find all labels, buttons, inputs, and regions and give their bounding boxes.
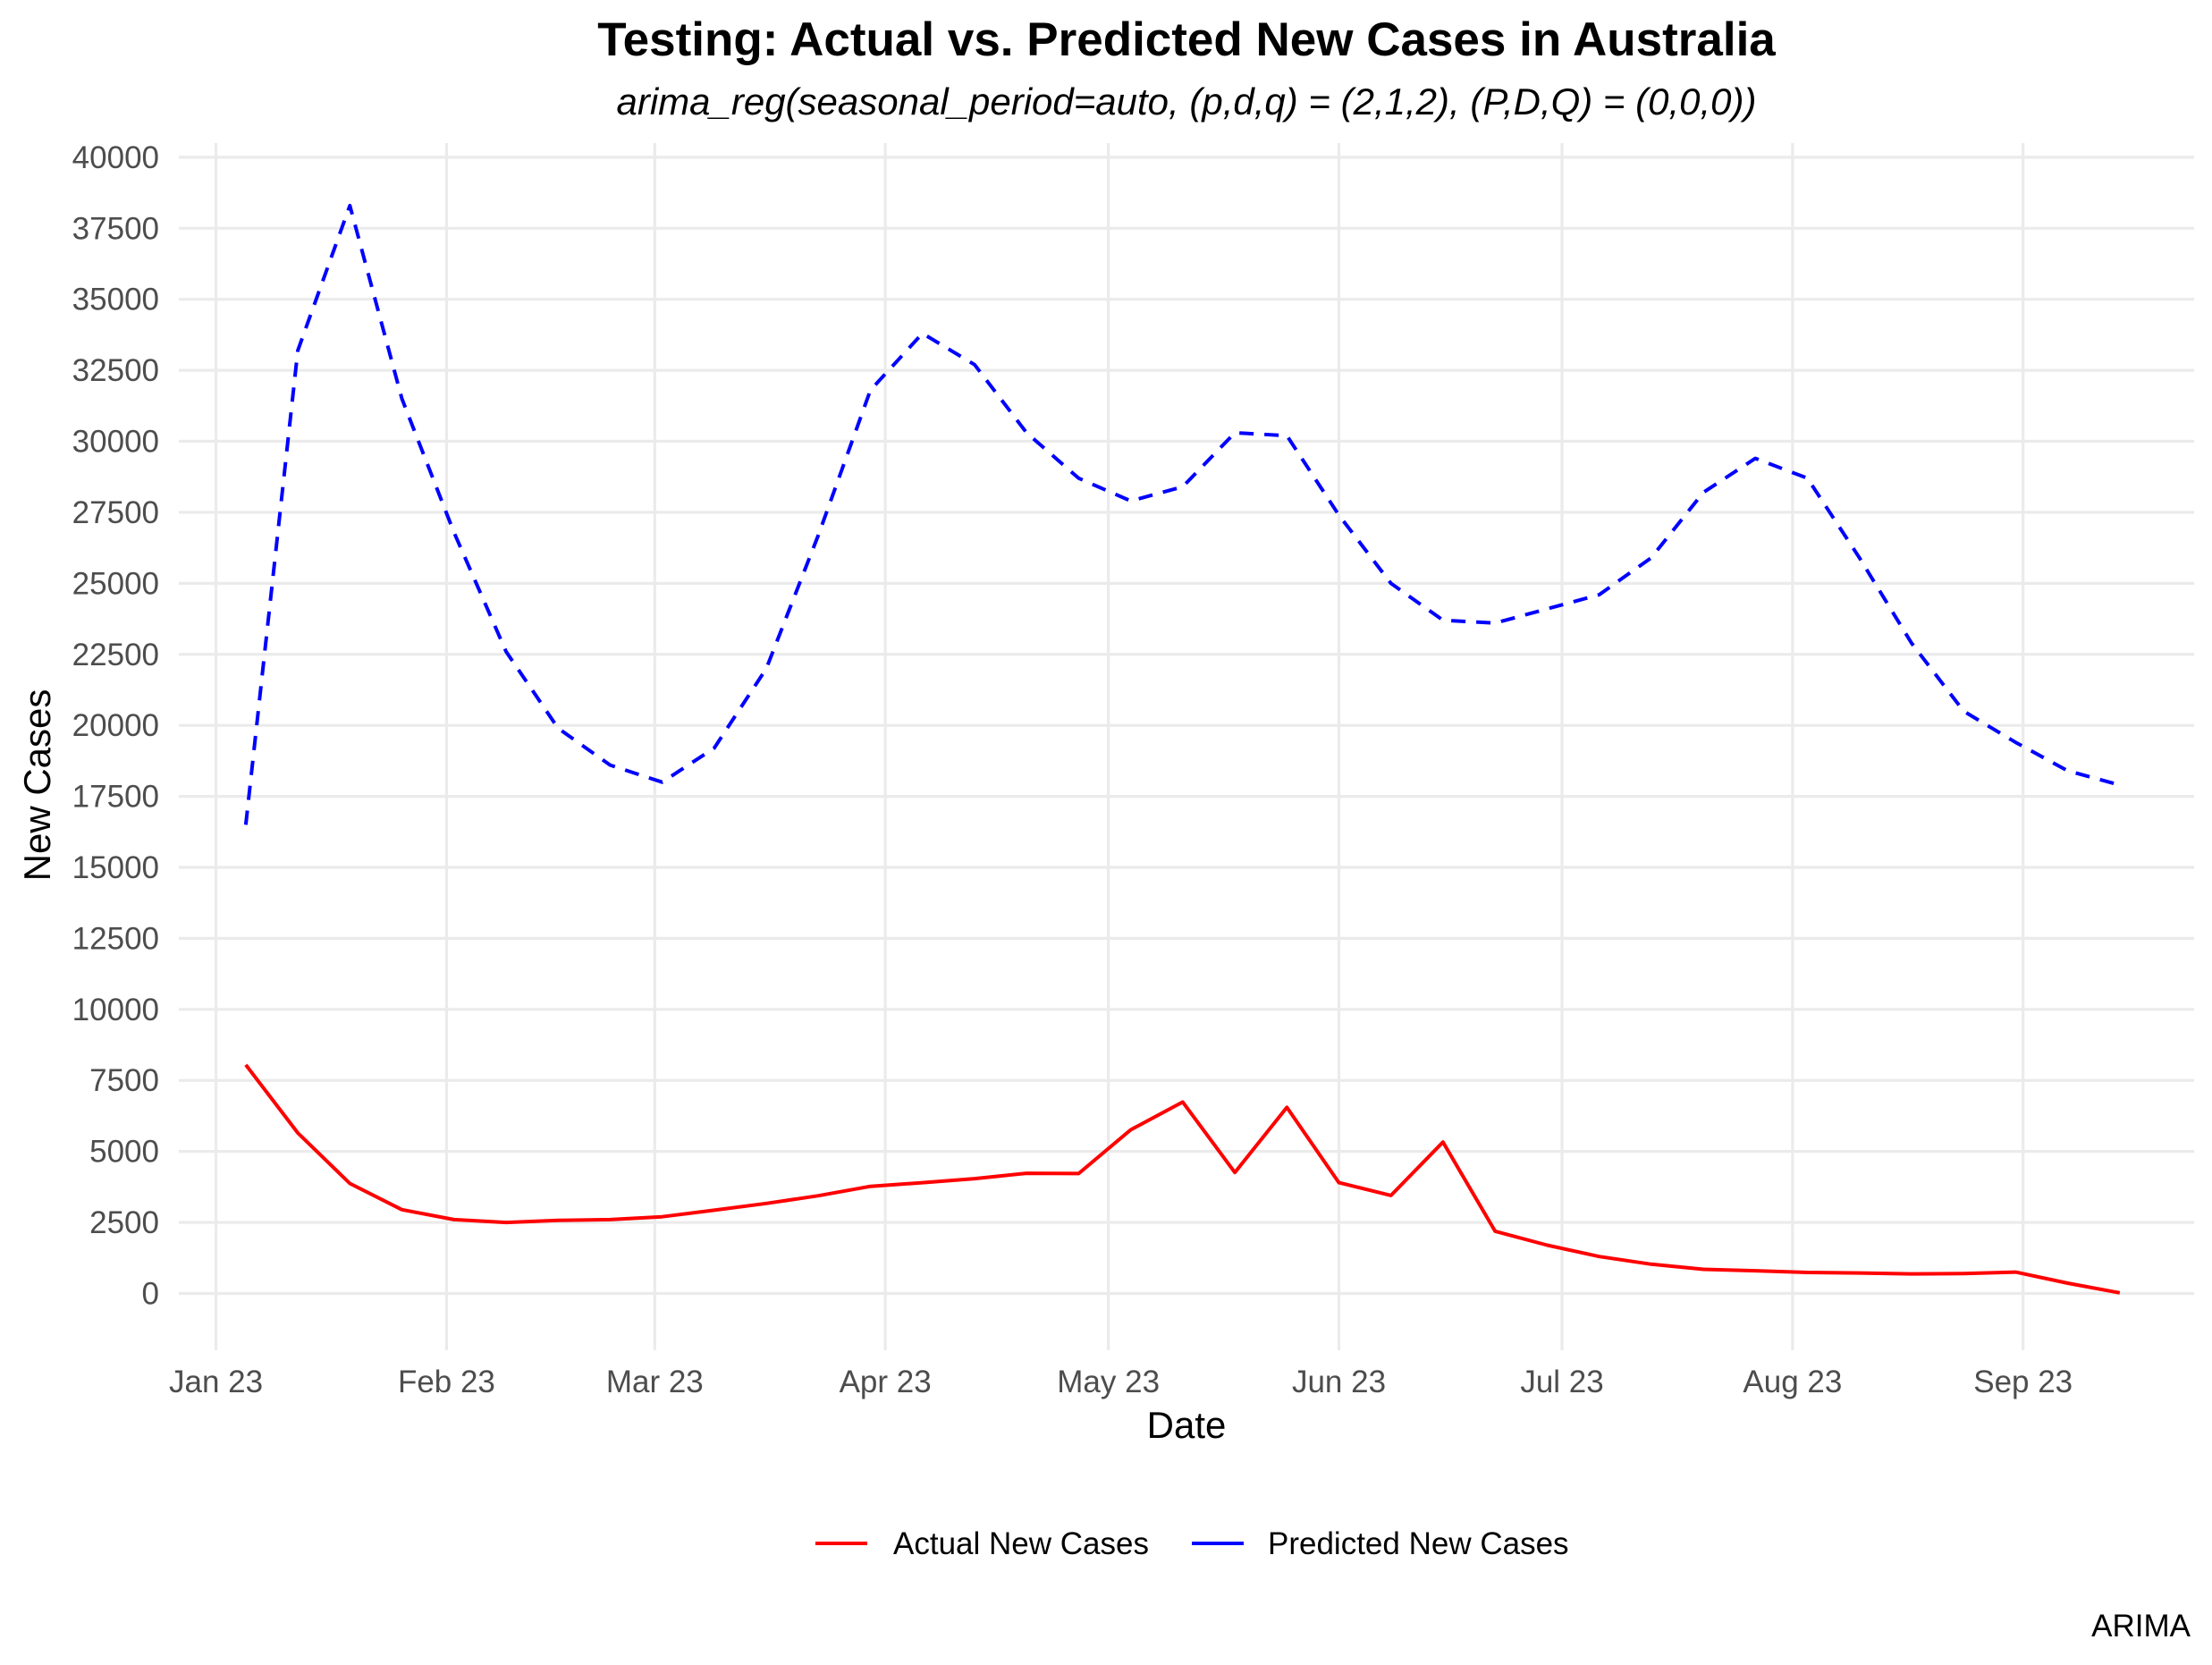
y-axis-tick-labels: 0 2500 5000 7500 10000 12500 15000 17500 20000 22… bbox=[72, 140, 159, 1312]
x-tick-label: Feb 23 bbox=[398, 1365, 495, 1399]
y-tick-label: 37500 bbox=[72, 211, 159, 246]
y-tick-label: 20000 bbox=[72, 708, 159, 743]
y-tick-label: 10000 bbox=[72, 993, 159, 1027]
actual-cases-line bbox=[244, 1063, 2121, 1295]
x-tick-label: Jun 23 bbox=[1292, 1365, 1386, 1399]
x-tick-label: Jan 23 bbox=[169, 1365, 263, 1399]
series-lines bbox=[243, 203, 2121, 1295]
y-tick-label: 32500 bbox=[72, 353, 159, 388]
y-tick-label: 40000 bbox=[72, 140, 159, 175]
legend: Actual New Cases Predicted New Cases bbox=[815, 1526, 1569, 1561]
y-tick-label: 5000 bbox=[89, 1135, 159, 1170]
x-tick-label: May 23 bbox=[1057, 1365, 1160, 1399]
x-tick-label: Mar 23 bbox=[606, 1365, 704, 1399]
chart-title: Testing: Actual vs. Predicted New Cases … bbox=[597, 13, 1776, 66]
x-axis-tick-labels: Jan 23 Feb 23 Mar 23 Apr 23 May 23 Jun 23 Jul … bbox=[169, 1365, 2073, 1399]
y-tick-label: 15000 bbox=[72, 850, 159, 885]
legend-label-actual: Actual New Cases bbox=[893, 1526, 1149, 1561]
y-tick-label: 12500 bbox=[72, 921, 159, 956]
y-tick-label: 22500 bbox=[72, 638, 159, 672]
y-tick-label: 2500 bbox=[89, 1205, 159, 1240]
y-tick-label: 7500 bbox=[89, 1063, 159, 1098]
chart-caption: ARIMA bbox=[2091, 1609, 2191, 1644]
x-tick-label: Apr 23 bbox=[840, 1365, 932, 1399]
y-tick-label: 27500 bbox=[72, 495, 159, 530]
y-axis-title: New Cases bbox=[16, 689, 58, 882]
chart-subtitle: arima_reg(seasonal_period=auto, (p,d,q) … bbox=[616, 80, 1756, 123]
x-axis-title: Date bbox=[1147, 1404, 1227, 1446]
y-tick-label: 30000 bbox=[72, 425, 159, 460]
x-tick-label: Jul 23 bbox=[1520, 1365, 1603, 1399]
y-tick-label: 25000 bbox=[72, 566, 159, 601]
y-gridlines bbox=[179, 156, 2194, 1296]
y-tick-label: 35000 bbox=[72, 283, 159, 317]
x-tick-label: Sep 23 bbox=[1973, 1365, 2073, 1399]
legend-label-predicted: Predicted New Cases bbox=[1268, 1526, 1569, 1561]
x-gridlines bbox=[214, 143, 2025, 1350]
y-tick-label: 17500 bbox=[72, 780, 159, 815]
y-tick-label: 0 bbox=[142, 1276, 159, 1311]
x-tick-label: Aug 23 bbox=[1743, 1365, 1842, 1399]
